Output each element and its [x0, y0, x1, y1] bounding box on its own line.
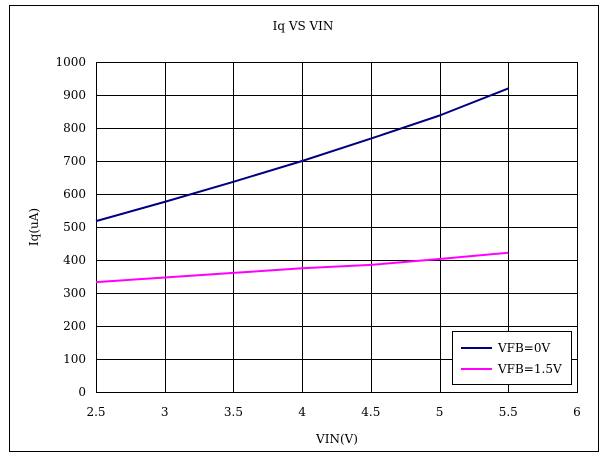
legend-label: VFB=0V	[497, 341, 551, 355]
y-tick-label: 900	[63, 88, 86, 102]
y-tick-label: 600	[63, 187, 86, 201]
y-tick-label: 500	[63, 220, 86, 234]
y-tick-label: 700	[63, 154, 86, 168]
y-tick-label: 0	[78, 385, 86, 399]
x-axis-ticks: 2.5 3 3.5 4 4.5 5 5.5 6	[86, 405, 580, 419]
y-tick-label: 800	[63, 121, 86, 135]
legend-label: VFB=1.5V	[497, 362, 562, 376]
y-tick-label: 400	[63, 253, 86, 267]
y-tick-label: 100	[63, 352, 86, 366]
series-line-2	[95, 251, 509, 284]
legend-box	[452, 331, 572, 385]
y-tick-label: 1000	[55, 55, 86, 69]
x-tick-label: 4.5	[361, 405, 380, 419]
x-tick-label: 3	[161, 405, 169, 419]
x-axis-title: VIN(V)	[315, 432, 358, 446]
chart-title: Iq VS VIN	[273, 19, 334, 33]
y-axis-title: Iq(uA)	[27, 208, 41, 246]
y-tick-label: 300	[63, 286, 86, 300]
x-tick-label: 2.5	[86, 405, 105, 419]
legend: VFB=0V VFB=1.5V	[452, 331, 572, 385]
x-tick-label: 6	[573, 405, 581, 419]
x-tick-label: 5.5	[499, 405, 518, 419]
y-tick-label: 200	[63, 319, 86, 333]
series-line-1	[95, 87, 509, 223]
x-tick-label: 3.5	[224, 405, 243, 419]
series-lines	[95, 87, 509, 284]
x-tick-label: 4	[298, 405, 306, 419]
y-axis-ticks: 0 100 200 300 400 500 600 700 800 900 1000	[55, 55, 86, 399]
x-tick-label: 5	[436, 405, 444, 419]
plot-area	[96, 62, 578, 393]
